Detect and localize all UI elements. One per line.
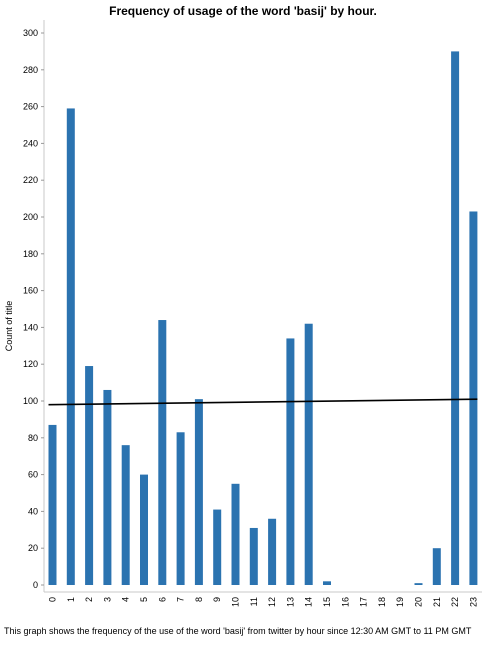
bar (249, 527, 258, 585)
bar-chart: 0204060801001201401601802002202402602803… (4, 20, 482, 607)
bar (231, 483, 240, 585)
bar (432, 548, 441, 585)
x-tick-label: 17 (359, 597, 369, 607)
trend-line-group (48, 398, 478, 406)
x-tick-label: 21 (432, 597, 442, 607)
trend-line (48, 398, 478, 406)
bar (85, 366, 94, 585)
bar (414, 583, 423, 585)
x-tick-label: 22 (450, 597, 460, 607)
x-tick-label: 4 (121, 597, 131, 602)
y-tick-label: 300 (23, 28, 38, 38)
bar (48, 424, 57, 585)
y-tick-label: 100 (23, 396, 38, 406)
bar (176, 432, 185, 585)
y-axis-label: Count of title (4, 301, 14, 352)
bar (469, 211, 478, 586)
y-tick-label: 240 (23, 138, 38, 148)
y-tick-label: 260 (23, 102, 38, 112)
x-tick-label: 20 (414, 597, 424, 607)
x-tick-label: 0 (48, 597, 58, 602)
bar (213, 509, 222, 585)
y-tick-label: 200 (23, 212, 38, 222)
bar (304, 323, 313, 585)
x-tick-label: 18 (377, 597, 387, 607)
bars (48, 51, 478, 586)
y-tick-label: 80 (28, 433, 38, 443)
bar (451, 51, 460, 585)
y-tick-label: 20 (28, 543, 38, 553)
bar (158, 320, 167, 585)
x-tick-label: 16 (340, 597, 350, 607)
x-tick-label: 5 (139, 597, 149, 602)
x-axis: 0 1 2 3 4 5 6 7 8 9 10 11 12 13 14 15 16 17 18 19 20 21 22 23 (44, 591, 482, 607)
y-tick-label: 180 (23, 249, 38, 259)
x-tick-label: 8 (194, 597, 204, 602)
y-tick-label: 160 (23, 286, 38, 296)
x-tick-label: 13 (285, 597, 295, 607)
bar (286, 338, 295, 585)
y-tick-label: 0 (33, 580, 38, 590)
bar (121, 445, 130, 585)
y-tick-label: 280 (23, 65, 38, 75)
x-tick-label: 7 (176, 597, 186, 602)
y-tick-label: 220 (23, 175, 38, 185)
y-tick-label: 60 (28, 470, 38, 480)
x-tick-label: 3 (102, 597, 112, 602)
chart-title: Frequency of usage of the word 'basij' b… (109, 4, 377, 18)
bar (194, 399, 203, 585)
x-tick-label: 6 (157, 597, 167, 602)
y-tick-label: 140 (23, 322, 38, 332)
x-tick-label: 23 (468, 597, 478, 607)
x-tick-label: 1 (66, 597, 76, 602)
x-tick-label: 14 (304, 597, 314, 607)
bar (66, 108, 75, 585)
y-tick-label: 120 (23, 359, 38, 369)
x-tick-label: 10 (231, 597, 241, 607)
x-tick-label: 19 (395, 597, 405, 607)
x-tick-label: 12 (267, 597, 277, 607)
x-tick-label: 11 (249, 597, 259, 606)
bar (103, 389, 112, 585)
bar (268, 518, 277, 585)
x-tick-label: 15 (322, 597, 332, 607)
bar (323, 581, 331, 585)
y-tick-label: 40 (28, 506, 38, 516)
x-tick-label: 2 (84, 597, 94, 602)
chart-caption: This graph shows the frequency of the us… (4, 626, 472, 636)
x-tick-label: 9 (212, 597, 222, 602)
bar (140, 474, 148, 585)
y-axis: 0 20 40 60 80 100 120 140 160 180 200 220 240 260 280 3… (23, 20, 45, 592)
